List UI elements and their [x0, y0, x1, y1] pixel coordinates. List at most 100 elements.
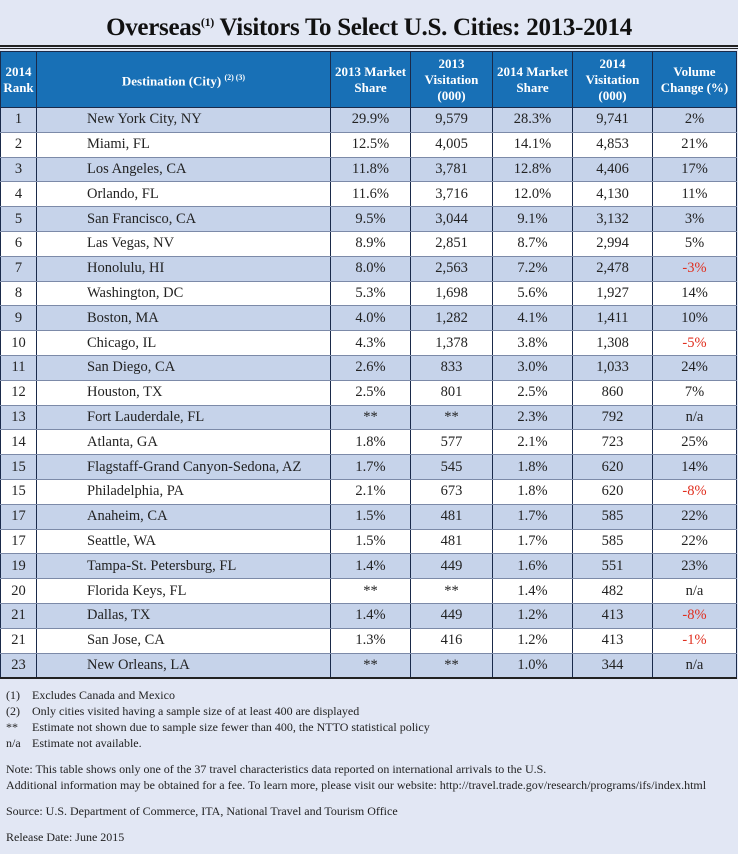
- note-line-2: Additional information may be obtained f…: [6, 778, 707, 793]
- cell-visitation-2013: 801: [410, 380, 493, 406]
- cell-visitation-2013: **: [410, 653, 493, 680]
- cell-visitation-2014: 1,308: [572, 330, 653, 356]
- cell-volume-change: 23%: [652, 553, 737, 580]
- cell-visitation-2013: 9,579: [410, 107, 493, 133]
- cell-destination: Atlanta, GA: [36, 429, 331, 456]
- cell-visitation-2014: 1,411: [572, 305, 653, 332]
- cell-volume-change: 24%: [652, 355, 737, 381]
- cell-rank: 12: [0, 380, 37, 406]
- cell-visitation-2014: 9,741: [572, 107, 653, 133]
- title-text: Overseas: [106, 14, 201, 41]
- table-row: 1 New York City, NY 29.9% 9,579 28.3% 9,741 2%: [0, 107, 737, 133]
- page-title: Overseas(1) Visitors To Select U.S. Citi…: [0, 0, 738, 44]
- table-row: 23 New Orleans, LA ** ** 1.0% 344 n/a: [0, 653, 737, 680]
- cell-volume-change: 2%: [652, 107, 737, 133]
- cell-visitation-2014: 551: [572, 553, 653, 580]
- cell-destination: Tampa-St. Petersburg, FL: [36, 553, 331, 580]
- cell-share-2013: 1.5%: [330, 504, 411, 530]
- cell-volume-change: 10%: [652, 305, 737, 332]
- cell-visitation-2013: 3,716: [410, 181, 493, 208]
- table-row: 15 Philadelphia, PA 2.1% 673 1.8% 620 -8%: [0, 479, 737, 505]
- cell-visitation-2013: 449: [410, 603, 493, 629]
- cell-volume-change: 22%: [652, 504, 737, 530]
- cell-visitation-2013: 481: [410, 529, 493, 555]
- cell-visitation-2014: 860: [572, 380, 653, 406]
- footnote: n/a Estimate not available.: [6, 735, 738, 751]
- footnote-mark: (2): [6, 704, 20, 719]
- cell-visitation-2014: 4,406: [572, 157, 653, 183]
- table-row: 3 Los Angeles, CA 11.8% 3,781 12.8% 4,406 17%: [0, 157, 737, 183]
- cell-rank: 3: [0, 157, 37, 183]
- cell-destination: Flagstaff-Grand Canyon-Sedona, AZ: [36, 454, 331, 480]
- cell-share-2014: 8.7%: [492, 231, 573, 257]
- header-2014-share: 2014 Market Share: [492, 51, 573, 108]
- cell-share-2013: **: [330, 653, 411, 680]
- cell-share-2014: 7.2%: [492, 256, 573, 282]
- cell-destination: New Orleans, LA: [36, 653, 331, 680]
- table-row: 2 Miami, FL 12.5% 4,005 14.1% 4,853 21%: [0, 132, 737, 158]
- cell-rank: 1: [0, 107, 37, 133]
- cell-visitation-2013: 545: [410, 454, 493, 480]
- footnote: (1) Excludes Canada and Mexico: [6, 687, 738, 703]
- cell-destination: San Francisco, CA: [36, 206, 331, 232]
- cell-destination: Chicago, IL: [36, 330, 331, 356]
- header-volume-change: Volume Change (%): [652, 51, 737, 108]
- cell-visitation-2013: 1,698: [410, 281, 493, 307]
- cell-visitation-2013: 416: [410, 628, 493, 654]
- cell-share-2014: 5.6%: [492, 281, 573, 307]
- cell-visitation-2014: 4,130: [572, 181, 653, 208]
- cell-rank: 13: [0, 405, 37, 431]
- cell-rank: 17: [0, 504, 37, 530]
- cell-destination: Los Angeles, CA: [36, 157, 331, 183]
- table-row: 11 San Diego, CA 2.6% 833 3.0% 1,033 24%: [0, 355, 737, 381]
- cell-share-2014: 1.7%: [492, 504, 573, 530]
- cell-share-2013: 1.4%: [330, 553, 411, 580]
- cell-share-2013: 11.6%: [330, 181, 411, 208]
- cell-visitation-2014: 620: [572, 479, 653, 505]
- cell-destination: New York City, NY: [36, 107, 331, 133]
- table-row: 5 San Francisco, CA 9.5% 3,044 9.1% 3,132 3%: [0, 206, 737, 232]
- cell-rank: 21: [0, 628, 37, 654]
- cell-visitation-2013: 481: [410, 504, 493, 530]
- cell-share-2013: 4.3%: [330, 330, 411, 356]
- source: Source: U.S. Department of Commerce, ITA…: [6, 804, 398, 819]
- header-destination-sup: (2) (3): [224, 72, 246, 82]
- title-footnote-mark: (1): [200, 15, 214, 29]
- cell-share-2014: 1.7%: [492, 529, 573, 555]
- visitors-table: 2014 Rank Destination (City) (2) (3) 201…: [0, 51, 737, 680]
- cell-visitation-2013: **: [410, 405, 493, 431]
- cell-share-2013: 2.6%: [330, 355, 411, 381]
- cell-rank: 8: [0, 281, 37, 307]
- cell-rank: 17: [0, 529, 37, 555]
- cell-volume-change: -5%: [652, 330, 737, 356]
- header-2013-visitation: 2013 Visitation (000): [410, 51, 493, 108]
- cell-share-2014: 28.3%: [492, 107, 573, 133]
- header-2013-share: 2013 Market Share: [330, 51, 411, 108]
- cell-share-2013: 8.0%: [330, 256, 411, 282]
- cell-share-2014: 14.1%: [492, 132, 573, 158]
- cell-destination: San Diego, CA: [36, 355, 331, 381]
- cell-share-2014: 1.2%: [492, 603, 573, 629]
- cell-rank: 4: [0, 181, 37, 208]
- cell-volume-change: -1%: [652, 628, 737, 654]
- cell-visitation-2013: 2,851: [410, 231, 493, 257]
- notes: (1) Excludes Canada and Mexico (2) Only cit…: [6, 687, 738, 845]
- cell-visitation-2014: 3,132: [572, 206, 653, 232]
- header-row: 2014 Rank Destination (City) (2) (3) 201…: [0, 51, 737, 108]
- cell-visitation-2014: 413: [572, 628, 653, 654]
- cell-rank: 9: [0, 305, 37, 332]
- cell-share-2014: 12.8%: [492, 157, 573, 183]
- table-row: 17 Seattle, WA 1.5% 481 1.7% 585 22%: [0, 529, 737, 555]
- cell-share-2014: 1.8%: [492, 454, 573, 480]
- header-destination-label: Destination (City): [121, 73, 222, 89]
- table-row: 19 Tampa-St. Petersburg, FL 1.4% 449 1.6% 551…: [0, 553, 737, 580]
- cell-share-2014: 1.6%: [492, 553, 573, 580]
- cell-rank: 2: [0, 132, 37, 158]
- footnote-text: Estimate not available.: [32, 736, 142, 751]
- table-row: 9 Boston, MA 4.0% 1,282 4.1% 1,411 10%: [0, 305, 737, 332]
- cell-visitation-2014: 620: [572, 454, 653, 480]
- cell-share-2013: 1.5%: [330, 529, 411, 555]
- table-row: 10 Chicago, IL 4.3% 1,378 3.8% 1,308 -5%: [0, 330, 737, 356]
- footnote-mark: (1): [6, 688, 20, 703]
